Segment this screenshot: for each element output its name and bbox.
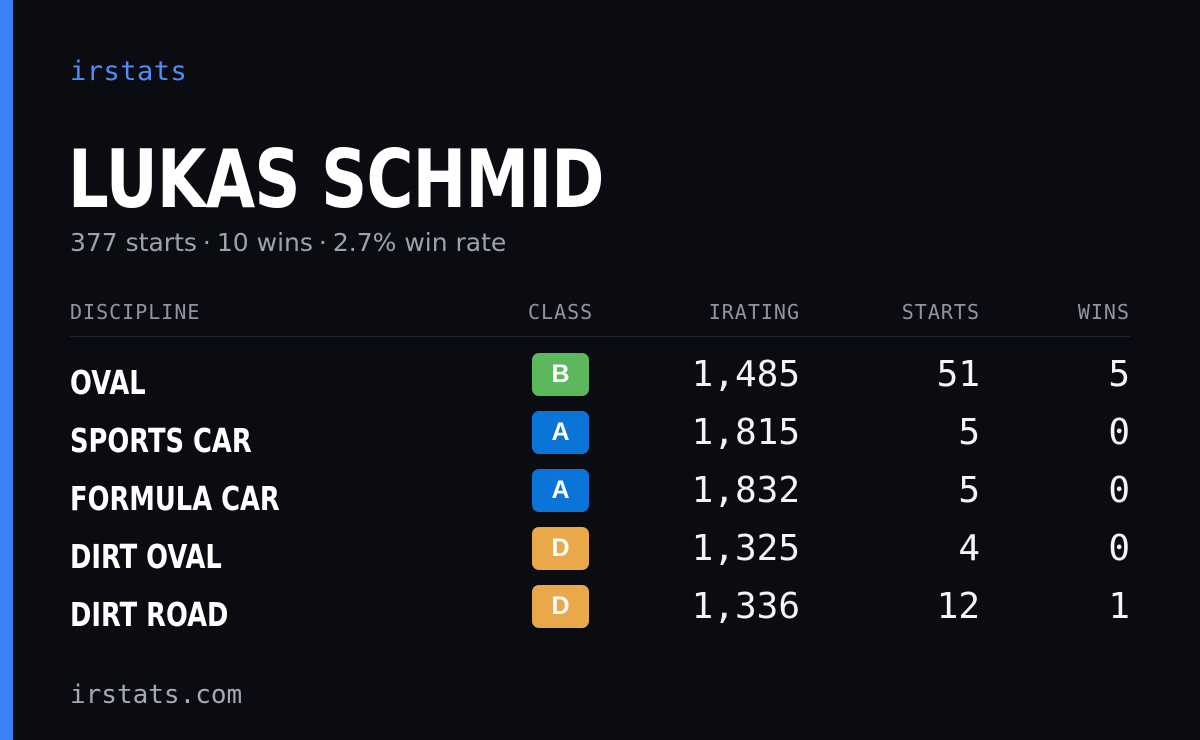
class-badge: A — [532, 411, 589, 454]
table-row: DIRT OVAL D 1,325 4 0 — [70, 527, 1130, 585]
wins-value: 0 — [1108, 412, 1130, 453]
brand-logo-text: irstats — [70, 56, 188, 87]
starts-value: 5 — [958, 412, 980, 453]
class-badge: A — [532, 469, 589, 512]
irating-value: 1,485 — [691, 354, 800, 395]
class-badge: D — [532, 585, 589, 628]
discipline-name: SPORTS CAR — [70, 421, 252, 460]
wins-value: 5 — [1108, 354, 1130, 395]
class-badge: D — [532, 527, 589, 570]
wins-value: 0 — [1108, 470, 1130, 511]
table-body: OVAL B 1,485 51 5 SPORTS CAR A 1,815 5 0… — [70, 353, 1130, 643]
class-badge: B — [532, 353, 589, 396]
discipline-name: DIRT ROAD — [70, 595, 229, 634]
starts-value: 4 — [958, 528, 980, 569]
discipline-name: DIRT OVAL — [70, 537, 222, 576]
table-row: SPORTS CAR A 1,815 5 0 — [70, 411, 1130, 469]
discipline-stats-table: DISCIPLINE CLASS IRATING STARTS WINS OVA… — [70, 298, 1130, 643]
irating-value: 1,325 — [691, 528, 800, 569]
irating-value: 1,336 — [691, 586, 800, 627]
table-row: FORMULA CAR A 1,832 5 0 — [70, 469, 1130, 527]
separator: · — [202, 228, 211, 257]
driver-name: LUKAS SCHMID — [68, 133, 604, 226]
wins-value: 1 — [1108, 586, 1130, 627]
discipline-name: FORMULA CAR — [70, 479, 280, 518]
driver-summary: 377 starts · 10 wins · 2.7% win rate — [70, 228, 506, 257]
column-header-class: CLASS — [528, 300, 594, 324]
table-row: DIRT ROAD D 1,336 12 1 — [70, 585, 1130, 643]
column-header-starts: STARTS — [901, 300, 980, 324]
column-header-irating: IRATING — [708, 300, 800, 324]
starts-summary: 377 starts — [70, 228, 197, 257]
table-row: OVAL B 1,485 51 5 — [70, 353, 1130, 411]
irating-value: 1,815 — [691, 412, 800, 453]
separator: · — [318, 228, 327, 257]
wins-value: 0 — [1108, 528, 1130, 569]
footer-url: irstats.com — [70, 680, 243, 710]
discipline-name: OVAL — [70, 363, 146, 402]
win-rate-summary: 2.7% win rate — [332, 228, 507, 257]
column-header-wins: WINS — [1077, 300, 1130, 324]
wins-summary: 10 wins — [216, 228, 313, 257]
starts-value: 51 — [936, 354, 980, 395]
accent-bar — [0, 0, 13, 740]
column-header-discipline: DISCIPLINE — [70, 300, 201, 324]
starts-value: 5 — [958, 470, 980, 511]
table-header: DISCIPLINE CLASS IRATING STARTS WINS — [70, 298, 1130, 337]
starts-value: 12 — [936, 586, 980, 627]
irating-value: 1,832 — [691, 470, 800, 511]
